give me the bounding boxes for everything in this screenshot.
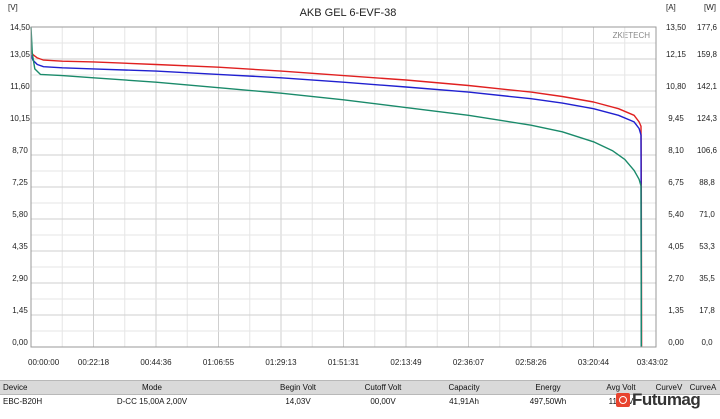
info-table: Device Mode Begin Volt Cutoff Volt Capac… bbox=[0, 380, 720, 419]
left-axis-tick-label: 10,15 bbox=[10, 114, 31, 123]
right-axis-1-tick-label: 8,10 bbox=[668, 146, 684, 155]
x-tick-label: 01:29:13 bbox=[265, 358, 297, 367]
series-lines bbox=[30, 26, 643, 348]
right-axis-2-tick-label: 53,3 bbox=[699, 242, 715, 251]
cell-mode: D-CC 15,00A 2,00V bbox=[52, 394, 252, 408]
x-tick-label: 02:13:49 bbox=[390, 358, 422, 367]
x-tick-label: 03:43:02 bbox=[637, 358, 669, 367]
right-axis-2-tick-label: 142,1 bbox=[697, 82, 718, 91]
x-tick-label: 02:36:07 bbox=[453, 358, 485, 367]
left-axis-tick-label: 11,60 bbox=[10, 82, 30, 91]
left-axis-tick-label: 1,45 bbox=[12, 306, 28, 315]
cell-device: EBC-B20H bbox=[0, 394, 52, 408]
header-curve-v: CurveV bbox=[652, 380, 686, 395]
header-mode: Mode bbox=[52, 380, 252, 395]
left-axis-tick-label: 7,25 bbox=[12, 178, 28, 187]
chart-title: AKB GEL 6-EVF-38 bbox=[300, 7, 397, 19]
x-tick-label: 01:06:55 bbox=[203, 358, 235, 367]
right-axis-1-tick-label: 1,35 bbox=[668, 306, 684, 315]
right-axis-1-unit: [A] bbox=[666, 3, 676, 12]
header-curve-a: CurveA bbox=[686, 380, 720, 395]
right-axis-2-tick-label: 0,0 bbox=[701, 338, 713, 347]
series-line-2 bbox=[30, 54, 642, 348]
x-tick-label: 00:22:18 bbox=[78, 358, 110, 367]
right-axis-1-tick-label: 12,15 bbox=[666, 50, 687, 59]
x-tick-label: 01:51:31 bbox=[328, 358, 360, 367]
right-axis-2-tick-label: 35,5 bbox=[699, 274, 715, 283]
left-axis-tick-label: 8,70 bbox=[12, 146, 28, 155]
cell-capacity: 41,91Ah bbox=[422, 394, 506, 408]
cell-cutoff-volt: 00,00V bbox=[344, 394, 422, 408]
cell-energy: 497,50Wh bbox=[506, 394, 590, 408]
right-axis-1-tick-label: 9,45 bbox=[668, 114, 684, 123]
left-axis-tick-label: 14,50 bbox=[10, 23, 31, 32]
cell-curve-a bbox=[686, 394, 720, 408]
right-axis-1-tick-label: 4,05 bbox=[668, 242, 684, 251]
left-axis-tick-label: 5,80 bbox=[12, 210, 28, 219]
watermark: Futumag bbox=[616, 389, 701, 411]
series-line-1 bbox=[30, 50, 643, 348]
header-device: Device bbox=[0, 380, 52, 395]
right-axis-1-tick-label: 0,00 bbox=[668, 338, 684, 347]
left-axis-tick-label: 2,90 bbox=[12, 274, 28, 283]
x-tick-label: 03:20:44 bbox=[578, 358, 610, 367]
left-axis-tick-label: 4,35 bbox=[12, 242, 28, 251]
right-axis-1-tick-label: 10,80 bbox=[666, 82, 687, 91]
left-axis-unit: [V] bbox=[8, 3, 18, 12]
info-header-row: Device Mode Begin Volt Cutoff Volt Capac… bbox=[0, 380, 720, 395]
left-axis-tick-label: 0,00 bbox=[12, 338, 28, 347]
header-begin-volt: Begin Volt bbox=[252, 380, 344, 395]
header-cutoff-volt: Cutoff Volt bbox=[344, 380, 422, 395]
right-axis-2-tick-label: 71,0 bbox=[699, 210, 715, 219]
right-axis-1-tick-label: 2,70 bbox=[668, 274, 684, 283]
x-tick-label: 00:00:00 bbox=[28, 358, 60, 367]
plot-frame bbox=[30, 26, 657, 348]
info-data-row: EBC-B20H D-CC 15,00A 2,00V 14,03V 00,00V… bbox=[0, 394, 720, 408]
right-axis-2-tick-label: 106,6 bbox=[697, 146, 718, 155]
right-axis-2-tick-label: 88,8 bbox=[699, 178, 715, 187]
watermark-logo-icon bbox=[616, 393, 630, 407]
right-axis-1-tick-label: 5,40 bbox=[668, 210, 684, 219]
right-axis-2-tick-label: 159,8 bbox=[697, 50, 718, 59]
right-axis-2-tick-label: 124,3 bbox=[697, 114, 718, 123]
watermark-text: Futumag bbox=[632, 390, 701, 409]
series-line-3 bbox=[30, 26, 642, 348]
left-axis-tick-label: 13,05 bbox=[10, 50, 31, 59]
header-energy: Energy bbox=[506, 380, 590, 395]
cell-begin-volt: 14,03V bbox=[252, 394, 344, 408]
right-axis-2-tick-label: 177,6 bbox=[697, 23, 718, 32]
grid bbox=[30, 26, 657, 348]
right-axis-1-tick-label: 6,75 bbox=[668, 178, 684, 187]
chart: AKB GEL 6-EVF-38 ZKETECH [V] [A] [W] 00:… bbox=[8, 3, 718, 367]
right-axis-1-tick-label: 13,50 bbox=[666, 23, 687, 32]
header-capacity: Capacity bbox=[422, 380, 506, 395]
right-axis-2-tick-label: 17,8 bbox=[699, 306, 715, 315]
x-tick-label: 02:58:26 bbox=[515, 358, 547, 367]
axis-ticks: 00:00:00 00:22:18 00:44:36 01:06:55 01:29:13… bbox=[10, 23, 718, 367]
brand-label: ZKETECH bbox=[613, 31, 651, 40]
cell-curve-v bbox=[652, 394, 686, 408]
x-tick-label: 00:44:36 bbox=[140, 358, 172, 367]
right-axis-2-unit: [W] bbox=[704, 3, 716, 12]
